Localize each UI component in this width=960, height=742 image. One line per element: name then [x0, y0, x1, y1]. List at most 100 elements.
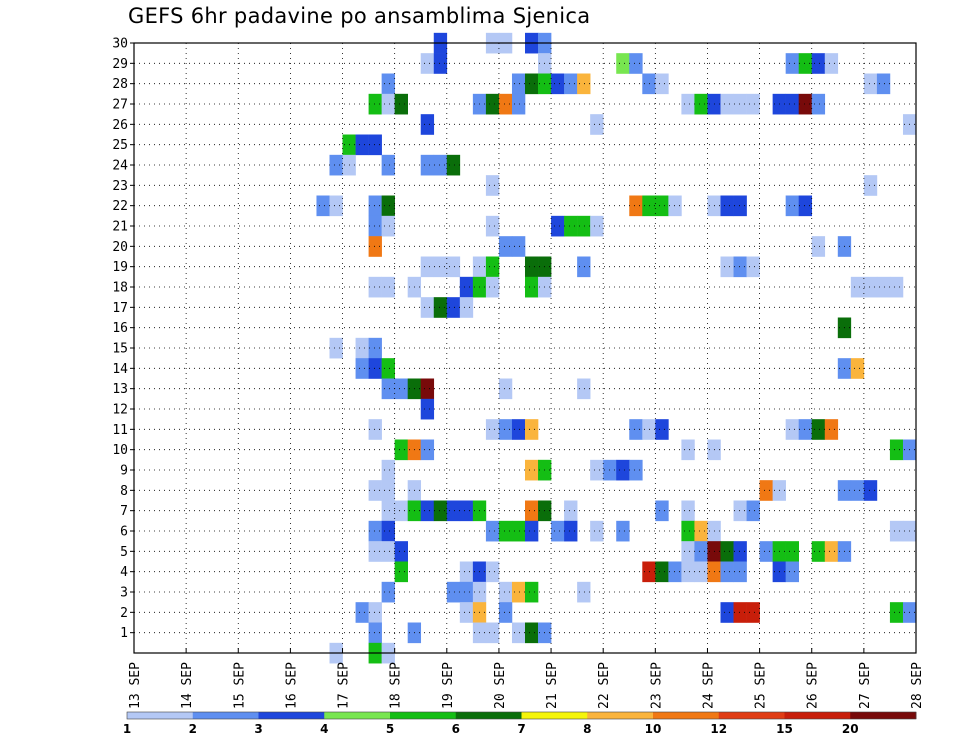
heatmap-cell — [433, 297, 448, 318]
heatmap-cell — [498, 419, 513, 440]
heatmap-cell — [368, 602, 382, 623]
heatmap-cell — [420, 53, 435, 74]
heatmap-cell — [381, 459, 395, 481]
legend-swatch — [718, 712, 785, 719]
heatmap-cell — [368, 215, 382, 237]
heatmap-cell — [590, 114, 604, 135]
heatmap-cell — [355, 134, 369, 156]
heatmap-cell — [446, 500, 461, 522]
heatmap-cell — [368, 236, 382, 257]
y-tick-label: 28 — [112, 77, 128, 92]
legend-swatch — [521, 712, 588, 719]
heatmap-cell — [824, 53, 839, 74]
heatmap-cell — [498, 378, 513, 400]
heatmap-cell — [577, 256, 591, 278]
heatmap-cell — [551, 73, 565, 95]
heatmap-cell — [564, 500, 578, 522]
heatmap-cell — [733, 500, 747, 522]
heatmap-cell — [785, 53, 799, 74]
heatmap-cell — [824, 541, 839, 562]
heatmap-cell — [485, 93, 500, 115]
heatmap-cell — [577, 378, 591, 400]
legend-label: 1 — [123, 722, 131, 736]
legend-label: 2 — [189, 722, 197, 736]
legend-swatch — [390, 712, 457, 719]
x-tick-label: 19 SEP — [441, 662, 456, 709]
y-tick-label: 3 — [120, 586, 128, 601]
heatmap-cell — [863, 480, 878, 501]
heatmap-cell — [498, 236, 513, 257]
heatmap-cell — [889, 276, 904, 298]
y-tick-label: 4 — [120, 565, 128, 580]
heatmap-cell — [811, 541, 826, 562]
heatmap-cell — [485, 419, 500, 440]
heatmap-cell — [511, 581, 526, 603]
x-tick-label: 20 SEP — [493, 662, 508, 709]
heatmap-cell — [629, 53, 643, 74]
heatmap-cell — [694, 541, 708, 562]
heatmap-cell — [655, 500, 669, 522]
heatmap-cell — [720, 93, 734, 115]
heatmap-cell — [551, 520, 565, 542]
heatmap-cell — [889, 602, 904, 623]
heatmap-cell — [694, 93, 708, 115]
heatmap-cell — [511, 73, 526, 95]
heatmap-cell — [681, 93, 695, 115]
heatmap-cell — [459, 561, 474, 583]
heatmap-cell — [381, 378, 395, 400]
y-tick-label: 2 — [120, 606, 128, 621]
heatmap-cell — [694, 561, 708, 583]
legend-label: 3 — [254, 722, 262, 736]
heatmap-cell — [655, 195, 669, 217]
heatmap-cell — [720, 195, 734, 217]
heatmap-cell — [498, 93, 513, 115]
x-tick-label: 24 SEP — [702, 662, 717, 709]
heatmap-cell — [368, 134, 382, 156]
heatmap-cell — [850, 276, 865, 298]
heatmap-cell — [564, 520, 578, 542]
heatmap-cell — [459, 297, 474, 318]
heatmap-cell — [394, 93, 408, 115]
heatmap-cell — [525, 73, 539, 95]
legend-swatch — [587, 712, 654, 719]
legend-swatch — [127, 712, 194, 719]
heatmap-cell — [863, 276, 878, 298]
legend-swatch — [324, 712, 391, 719]
heatmap-cell — [733, 541, 747, 562]
y-tick-label: 12 — [112, 403, 128, 418]
heatmap-cell — [368, 93, 382, 115]
heatmap-cell — [655, 73, 669, 95]
heatmap-cell — [642, 73, 656, 95]
heatmap-cell — [394, 561, 408, 583]
y-tick-label: 10 — [112, 443, 128, 458]
heatmap-cell — [733, 93, 747, 115]
y-tick-label: 22 — [112, 199, 128, 214]
x-tick-label: 14 SEP — [180, 662, 195, 709]
heatmap-cell — [629, 459, 643, 481]
heatmap-cell — [629, 195, 643, 217]
heatmap-cell — [720, 541, 734, 562]
heatmap-cell — [785, 561, 799, 583]
heatmap-cell — [525, 276, 539, 298]
y-tick-label: 23 — [112, 179, 128, 194]
heatmap-cell — [420, 378, 435, 400]
heatmap-cell — [551, 215, 565, 237]
heatmap-cell — [381, 276, 395, 298]
heatmap-cell — [577, 73, 591, 95]
heatmap-cell — [498, 602, 513, 623]
heatmap-cell — [681, 561, 695, 583]
heatmap-cell — [459, 602, 474, 623]
heatmap-cell — [420, 114, 435, 135]
y-tick-label: 19 — [112, 260, 128, 275]
x-tick-label: 16 SEP — [284, 662, 299, 709]
heatmap-cell — [681, 541, 695, 562]
heatmap-cell — [590, 215, 604, 237]
heatmap-cell — [889, 439, 904, 461]
heatmap-cell — [329, 337, 343, 359]
heatmap-cell — [616, 53, 630, 74]
heatmap-cell — [329, 195, 343, 217]
heatmap-cell — [394, 439, 408, 461]
heatmap-cell — [733, 195, 747, 217]
y-tick-label: 11 — [112, 423, 128, 438]
